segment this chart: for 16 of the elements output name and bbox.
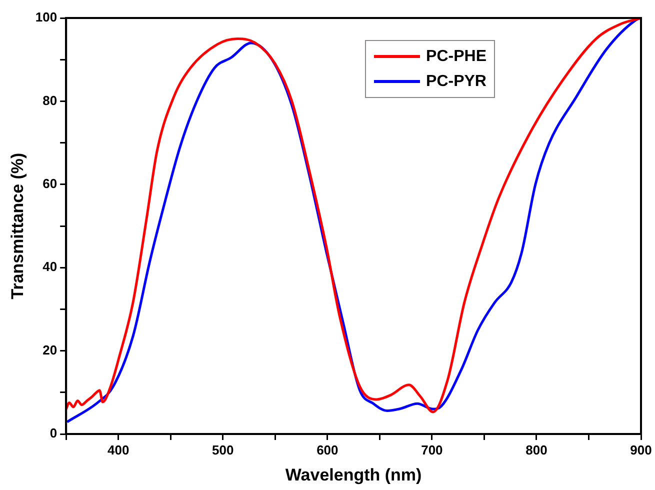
legend-label: PC-PHE [426, 48, 486, 66]
y-tick-label: 0 [50, 426, 58, 441]
legend-label: PC-PYR [426, 72, 486, 90]
x-tick-label: 600 [316, 442, 338, 458]
x-tick-label: 800 [526, 442, 548, 458]
y-tick-label: 20 [42, 342, 58, 358]
y-tick-label: 40 [42, 259, 58, 274]
x-axis-title: Wavelength (nm) [285, 465, 422, 484]
x-tick-label: 900 [630, 442, 652, 458]
y-axis-title: Transmittance (%) [8, 152, 27, 300]
x-tick-label: 700 [421, 442, 443, 458]
y-tick-label: 100 [35, 10, 58, 25]
x-tick-label: 500 [212, 442, 234, 458]
y-tick-label: 80 [42, 92, 58, 108]
y-tick-label: 60 [42, 176, 58, 191]
x-tick-label: 400 [108, 442, 130, 458]
